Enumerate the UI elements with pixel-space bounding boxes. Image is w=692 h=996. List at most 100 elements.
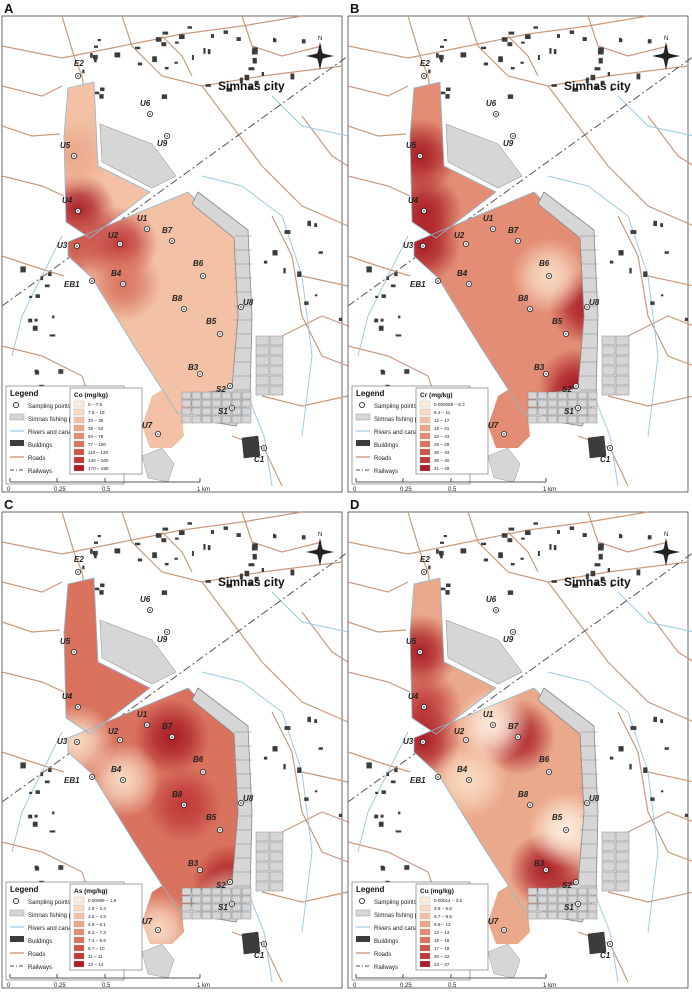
north-arrow-icon: N xyxy=(652,532,680,566)
pond-cell xyxy=(191,911,202,920)
pond-cell xyxy=(255,375,270,386)
scale-class-label: 17 – 19 xyxy=(434,946,450,951)
building xyxy=(660,223,664,227)
scale-class-label: 7.4 – 8.6 xyxy=(88,938,106,943)
fishing-pond xyxy=(99,619,177,685)
pond-cell xyxy=(181,903,192,912)
pond-cell xyxy=(587,415,598,424)
river-line xyxy=(201,671,313,933)
pond-cell xyxy=(527,895,538,904)
scale-class-label: 41 – 49 xyxy=(434,466,450,471)
sampling-point-b8: B8 xyxy=(172,294,187,312)
panel-a: A E2 U6 U9 U5 U4 U3 U2 U1 B7 B6 EB1 B4 B8 U8 B5 B3 S2 S1 U7… xyxy=(1,1,349,493)
sampling-point-dot xyxy=(77,210,79,212)
scale-class-label: 0.00014 – 3.5 xyxy=(434,898,463,903)
legend-item-label: Simnas fishing ponds xyxy=(28,417,85,423)
sampling-point-u3: U3 xyxy=(57,737,81,746)
pond-cell xyxy=(527,903,538,912)
building xyxy=(90,549,93,554)
sampling-point-b4: B4 xyxy=(457,765,473,783)
railway-line xyxy=(347,56,692,307)
building xyxy=(226,584,233,588)
building xyxy=(390,780,396,784)
road-line xyxy=(281,811,349,833)
building xyxy=(248,563,255,567)
scale-swatch xyxy=(419,424,431,432)
scale-class-label: 35 – 40 xyxy=(434,458,450,463)
scale-class-label: 20 – 35 xyxy=(88,418,104,423)
building xyxy=(252,553,257,560)
building xyxy=(58,369,64,374)
scale-swatch xyxy=(419,896,431,904)
scale-swatch xyxy=(73,904,85,912)
building xyxy=(598,47,604,52)
building xyxy=(223,526,229,530)
pond-cell xyxy=(211,887,222,896)
pond-cell xyxy=(547,911,558,920)
value-scale: Cu (mg/kg) 0.00014 – 3.5 3.6 – 6.6 6.7 – 9.… xyxy=(415,883,489,971)
building xyxy=(525,530,531,535)
pond-cell xyxy=(269,365,284,376)
scale-class-label: 140 – 160 xyxy=(88,458,109,463)
legend-item-label: Roads xyxy=(28,456,45,462)
building xyxy=(398,811,401,815)
building xyxy=(137,558,143,562)
sampling-point-dot xyxy=(423,75,425,77)
building xyxy=(569,30,575,34)
sampling-point-dot xyxy=(157,929,159,931)
road-line xyxy=(1,671,65,693)
pond-cell xyxy=(577,903,588,912)
building xyxy=(251,49,258,55)
point-label-u1: U1 xyxy=(137,214,148,223)
building xyxy=(179,530,185,535)
road-line xyxy=(161,35,193,77)
sampling-point-s2: S2 xyxy=(216,878,233,890)
pond-cell xyxy=(527,391,538,400)
scale-class-label: 9.6 – 12 xyxy=(434,922,451,927)
building xyxy=(378,325,384,331)
sampling-point-dot xyxy=(577,903,579,905)
building xyxy=(94,58,97,63)
sampling-point-dot xyxy=(419,155,421,157)
pond-cell xyxy=(231,399,242,408)
building xyxy=(501,533,508,538)
building xyxy=(510,67,515,70)
building xyxy=(252,47,258,52)
point-label-b6: B6 xyxy=(539,259,550,268)
road-line xyxy=(1,85,63,97)
pond-cell xyxy=(537,903,548,912)
sampling-point-dot xyxy=(545,373,547,375)
pond-cell xyxy=(547,887,558,896)
building xyxy=(28,814,33,819)
scale-bar: 0 0.25 0.5 1 km xyxy=(353,478,556,493)
building xyxy=(460,52,467,58)
pond-cell xyxy=(241,407,252,416)
building xyxy=(380,369,385,372)
point-label-u5: U5 xyxy=(60,141,71,150)
sampling-point-dot xyxy=(122,283,124,285)
point-label-b4: B4 xyxy=(111,269,122,278)
point-label-u4: U4 xyxy=(408,692,419,701)
building xyxy=(594,563,601,567)
sampling-point-c1: C1 xyxy=(254,444,267,464)
legend-building-swatch xyxy=(10,440,24,446)
building xyxy=(100,583,105,588)
legend-item-label: Rivers and canals xyxy=(374,430,422,436)
pond-cell xyxy=(191,407,202,416)
pond-cell xyxy=(255,861,270,872)
scale-tick-label: 0.5 xyxy=(102,487,111,493)
building xyxy=(48,272,52,277)
building xyxy=(650,301,655,305)
sampling-point-dot xyxy=(77,571,79,573)
point-label-u9: U9 xyxy=(503,635,514,644)
scale-swatch xyxy=(73,912,85,920)
pond-cell xyxy=(269,871,284,882)
road-line xyxy=(347,175,411,197)
pond-cell xyxy=(615,345,630,356)
sampling-point-dot xyxy=(76,741,78,743)
pond-cell xyxy=(547,399,558,408)
point-label-c1: C1 xyxy=(600,455,611,464)
sampling-point-dot xyxy=(229,385,231,387)
scale-swatch xyxy=(419,936,431,944)
pond-cell xyxy=(615,365,630,376)
